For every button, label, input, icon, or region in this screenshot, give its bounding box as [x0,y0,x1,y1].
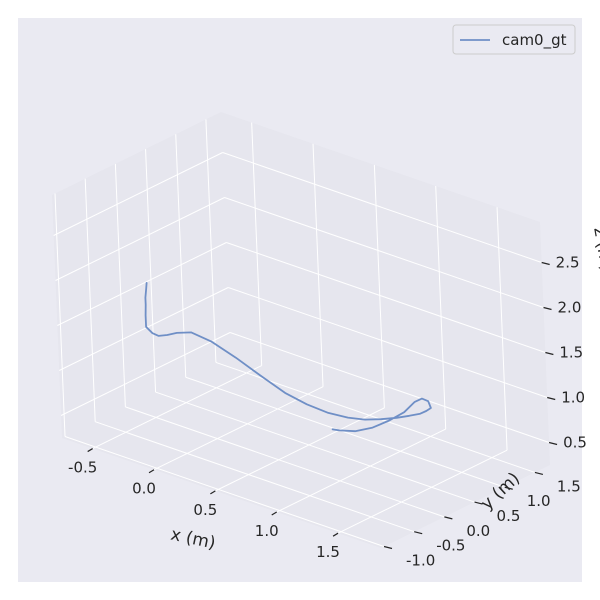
x-tick-mark [271,511,278,516]
z-tick-mark [545,351,554,356]
y-tick-label: 0.0 [466,522,490,540]
x-tick-mark [210,490,216,495]
z-tick-mark [547,396,556,401]
y-tick-mark [534,471,544,475]
grid-x-floor [276,428,446,513]
grid-x-floor [153,386,324,471]
x-tick-mark [148,469,155,474]
x-tick-mark [87,448,93,453]
series-layer [144,281,432,433]
z-tick-label: 2.5 [556,254,580,272]
grid-y-floor [125,406,445,518]
back-pane [221,112,550,465]
y-tick-mark [444,516,453,520]
grid-z-back [229,332,550,443]
y-tick-mark [474,501,483,505]
z-axis-label: z (m) [589,226,600,273]
y-tick-mark [504,486,513,490]
y-tick-label: 1.5 [557,477,581,495]
legend-label: cam0_gt [502,31,567,50]
z-tick-label: 2.0 [558,299,582,317]
x-tick-label: 1.5 [316,543,340,561]
grid-z-left [59,287,229,371]
z-tick-label: 1.5 [559,344,583,362]
grid-z-back [224,197,544,308]
grid-x-floor [92,365,262,450]
grid-y-floor [95,421,415,533]
y-tick-mark [414,531,423,535]
grid-y-floor [185,376,505,488]
legend-box [452,24,576,55]
z-tick-mark [543,306,552,311]
grid-x-floor [337,449,508,534]
z-tick-mark [541,261,550,266]
grid-z-back [228,287,548,398]
axis-ticks: -0.50.00.51.01.5 -1.0-0.50.00.51.01.50.51… [68,254,587,570]
grid-z-back [222,152,542,263]
grid-z-back [226,242,546,353]
y-tick-label: -1.0 [406,552,435,570]
y-tick-mark [383,545,393,550]
z-tick-label: 1.0 [561,389,585,407]
grid-z-left [57,242,227,326]
x-tick-label: 0.5 [193,501,217,519]
grid-z-left [55,197,225,281]
grid-z-left [53,152,223,236]
grid-x-floor [215,407,385,492]
y-tick-label: 0.5 [497,507,521,525]
y-tick-label: -0.5 [436,537,465,555]
z-tick-label: 0.5 [563,434,587,452]
x-tick-label: -0.5 [68,459,97,477]
series-line-cam0_gt [144,281,432,433]
z-tick-mark [548,441,558,446]
grid-lines [53,119,550,547]
left-pane [52,112,231,438]
x-tick-label: 0.0 [132,480,156,498]
y-tick-label: 1.0 [527,492,551,510]
axis-panes [52,112,550,548]
x-tick-mark [332,532,339,537]
grid-z-left [60,332,231,416]
x-tick-label: 1.0 [255,522,279,540]
grid-y-floor [64,436,385,547]
grid-y-floor [155,391,475,503]
legend: cam0_gt [452,24,576,55]
